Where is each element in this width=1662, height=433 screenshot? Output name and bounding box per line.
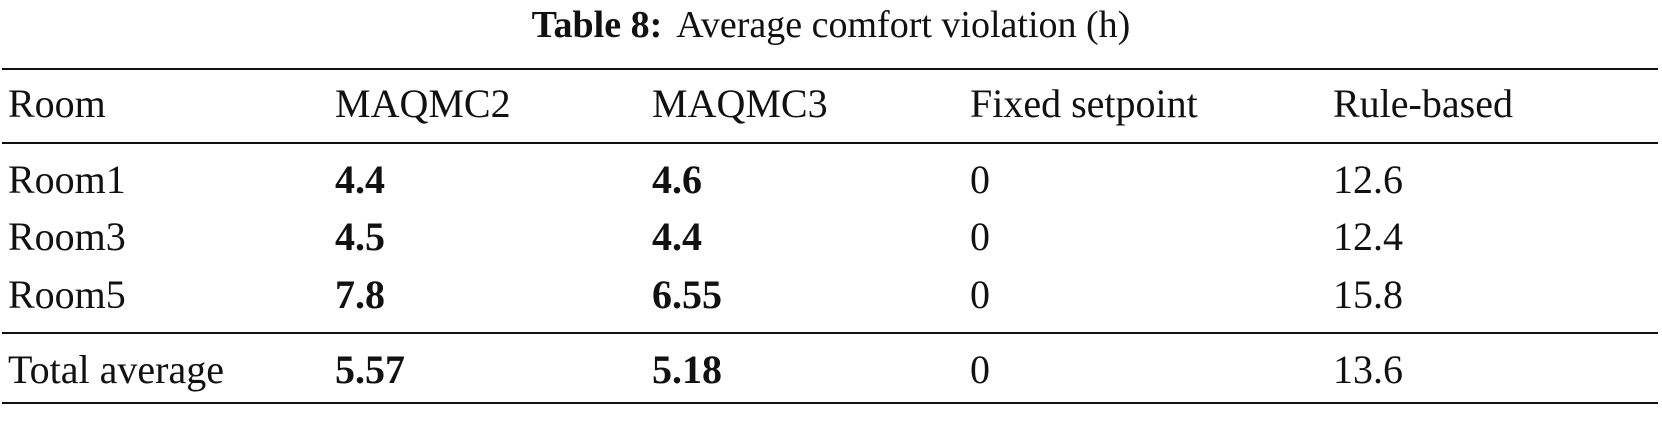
header-cell: MAQMC2 [335,81,511,126]
header-cell: Rule-based [1333,81,1513,126]
top-rule [2,68,1658,70]
header-cell: Fixed setpoint [970,81,1198,126]
bottom-rule [2,402,1658,404]
caption-text: Average comfort violation (h) [676,4,1131,46]
header-cell: Room [8,81,106,126]
footer-cell: 5.57 [335,347,405,392]
header-cell: MAQMC3 [652,81,828,126]
table-cell: 6.55 [652,272,722,317]
header-rule [2,142,1658,144]
footer-cell: 13.6 [1333,347,1403,392]
footer-cell: 0 [970,347,990,392]
table-cell: 4.4 [335,157,385,202]
table-cell: 15.8 [1333,272,1403,317]
table-cell: 4.5 [335,214,385,259]
table-cell: 0 [970,272,990,317]
footer-cell: 5.18 [652,347,722,392]
table-cell: 4.4 [652,214,702,259]
footer-cell: Total average [8,347,224,392]
table-cell: 12.6 [1333,157,1403,202]
footer-rule [2,332,1658,334]
table-cell: 4.6 [652,157,702,202]
table-cell: 0 [970,214,990,259]
caption-label: Table 8: [531,4,663,46]
table-caption: Table 8: Average comfort violation (h) [0,0,1662,50]
table-cell: 7.8 [335,272,385,317]
table-cell: Room5 [8,272,126,317]
table-cell: Room1 [8,157,126,202]
table-cell: 12.4 [1333,214,1403,259]
table-cell: Room3 [8,214,126,259]
table-cell: 0 [970,157,990,202]
